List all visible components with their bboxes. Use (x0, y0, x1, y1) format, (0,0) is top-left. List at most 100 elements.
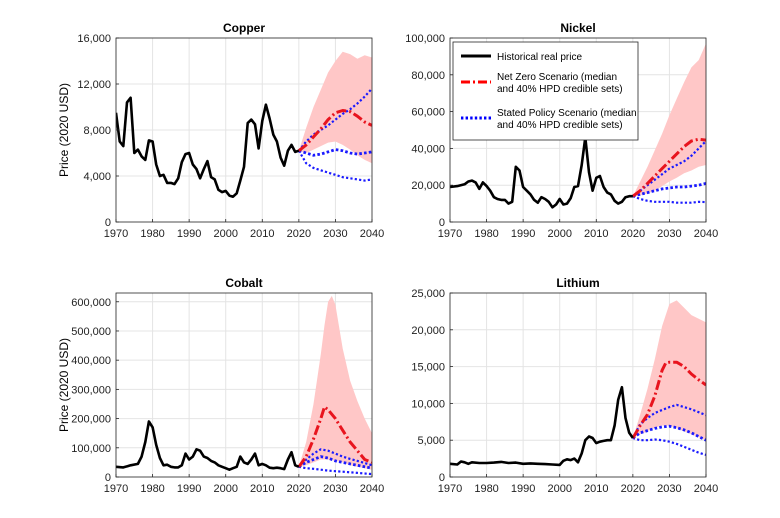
historical-price-line (450, 136, 633, 209)
x-tick-label: 1990 (511, 228, 535, 240)
copper-y-axis-label: Price (2020 USD) (57, 83, 71, 177)
x-tick-label: 2040 (360, 483, 384, 495)
x-tick-label: 2020 (287, 228, 311, 240)
nickel-series (450, 43, 706, 209)
copper-ticks: 1970 1980 1990 2000 2010 2020 2030 2040 0 4,000 8,… (77, 33, 384, 240)
y-tick-label: 15,000 (411, 362, 445, 374)
x-tick-label: 2040 (694, 228, 718, 240)
x-tick-label: 2030 (657, 228, 681, 240)
net-zero-median-line (297, 405, 372, 468)
x-tick-label: 2000 (547, 228, 571, 240)
nickel-title: Nickel (560, 21, 595, 35)
x-tick-label: 2040 (360, 228, 384, 240)
x-tick-label: 2010 (250, 483, 274, 495)
legend-box (452, 41, 639, 141)
x-tick-label: 2000 (213, 228, 237, 240)
y-tick-label: 100,000 (405, 33, 445, 45)
cobalt-series (116, 295, 372, 476)
copper-title: Copper (223, 21, 265, 35)
y-tick-label: 80,000 (411, 70, 445, 82)
historical-price-line (116, 96, 300, 198)
net-zero-credible-band (298, 51, 372, 164)
x-tick-label: 1990 (177, 483, 201, 495)
legend-label-stated: and 40% HPD credible sets) (497, 120, 623, 131)
y-tick-label: 20,000 (411, 180, 445, 192)
x-tick-label: 1980 (140, 228, 164, 240)
x-tick-label: 2000 (213, 483, 237, 495)
y-tick-label: 12,000 (77, 79, 111, 91)
y-tick-label: 0 (439, 217, 445, 229)
stated-policy-upper-line (632, 140, 706, 198)
x-tick-label: 1980 (474, 483, 498, 495)
x-tick-label: 1970 (104, 483, 128, 495)
x-tick-label: 2010 (250, 228, 274, 240)
x-tick-label: 1970 (438, 483, 462, 495)
y-tick-label: 500,000 (71, 326, 111, 338)
x-tick-label: 2020 (621, 483, 645, 495)
y-tick-label: 10,000 (411, 398, 445, 410)
stated-policy-lower-line (632, 195, 706, 204)
y-tick-label: 25,000 (411, 288, 445, 300)
copper-panel: 1970 1980 1990 2000 2010 2020 2030 2040 0 4,000 8,… (57, 21, 384, 240)
net-zero-median-line (631, 360, 706, 439)
y-tick-label: 40,000 (411, 143, 445, 155)
y-tick-label: 0 (439, 472, 445, 484)
y-tick-label: 100,000 (71, 443, 111, 455)
legend: Historical real price Net Zero Scenario (… (452, 41, 639, 141)
cobalt-ticks: 1970 1980 1990 2000 2010 2020 2030 2040 0 100,000… (71, 297, 384, 495)
x-tick-label: 2020 (287, 483, 311, 495)
stated-policy-median-line (298, 148, 372, 157)
x-tick-label: 1970 (438, 228, 462, 240)
historical-price-line (450, 385, 634, 467)
stated-policy-median-line (298, 455, 372, 470)
y-tick-label: 0 (105, 472, 111, 484)
x-tick-label: 2040 (694, 483, 718, 495)
cobalt-panel: 1970 1980 1990 2000 2010 2020 2030 2040 0 100,000… (57, 276, 384, 495)
stated-policy-lower-line (632, 436, 706, 456)
panels: 1970 1980 1990 2000 2010 2020 2030 2040 0 4,000 8,… (57, 21, 718, 495)
stated-policy-median-line (632, 424, 706, 442)
stated-policy-lower-line (298, 465, 372, 476)
y-tick-label: 200,000 (71, 414, 111, 426)
x-tick-label: 1970 (104, 228, 128, 240)
y-tick-label: 4,000 (83, 171, 111, 183)
y-tick-label: 8,000 (83, 125, 111, 137)
x-tick-label: 1980 (474, 228, 498, 240)
legend-label-historical: Historical real price (497, 52, 582, 63)
lithium-ticks: 1970 1980 1990 2000 2010 2020 2030 2040 0 5,000 10… (411, 288, 718, 495)
lithium-panel: 1970 1980 1990 2000 2010 2020 2030 2040 0 5,000 10… (411, 276, 718, 495)
net-zero-median-line (631, 137, 706, 198)
legend-label-stated: Stated Policy Scenario (median (497, 108, 637, 119)
x-tick-label: 2020 (621, 228, 645, 240)
y-tick-label: 60,000 (411, 107, 445, 119)
y-tick-label: 400,000 (71, 355, 111, 367)
nickel-ticks: 1970 1980 1990 2000 2010 2020 2030 2040 0 20,000 4… (405, 33, 718, 240)
y-tick-label: 20,000 (411, 325, 445, 337)
cobalt-y-axis-label: Price (2020 USD) (57, 338, 71, 432)
y-tick-label: 16,000 (77, 33, 111, 45)
y-tick-label: 600,000 (71, 297, 111, 309)
stated-policy-lower-line (297, 150, 372, 182)
y-tick-label: 300,000 (71, 384, 111, 396)
x-tick-label: 2030 (323, 228, 347, 240)
x-tick-label: 2030 (657, 483, 681, 495)
legend-label-netzero: Net Zero Scenario (median (497, 72, 617, 83)
y-tick-label: 5,000 (417, 435, 445, 447)
lithium-title: Lithium (556, 276, 599, 290)
copper-series (116, 51, 372, 198)
lithium-series (450, 300, 706, 467)
x-tick-label: 1990 (177, 228, 201, 240)
cobalt-title: Cobalt (225, 276, 262, 290)
nickel-axes-frame (449, 37, 707, 223)
cobalt-axes-frame (115, 292, 373, 478)
lithium-axes-frame (449, 292, 707, 478)
x-tick-label: 1990 (511, 483, 535, 495)
x-tick-label: 2010 (584, 483, 608, 495)
x-tick-label: 1980 (140, 483, 164, 495)
x-tick-label: 2030 (323, 483, 347, 495)
legend-label-netzero: and 40% HPD credible sets) (497, 84, 623, 95)
y-tick-label: 0 (105, 217, 111, 229)
x-tick-label: 2010 (584, 228, 608, 240)
x-tick-label: 2000 (547, 483, 571, 495)
